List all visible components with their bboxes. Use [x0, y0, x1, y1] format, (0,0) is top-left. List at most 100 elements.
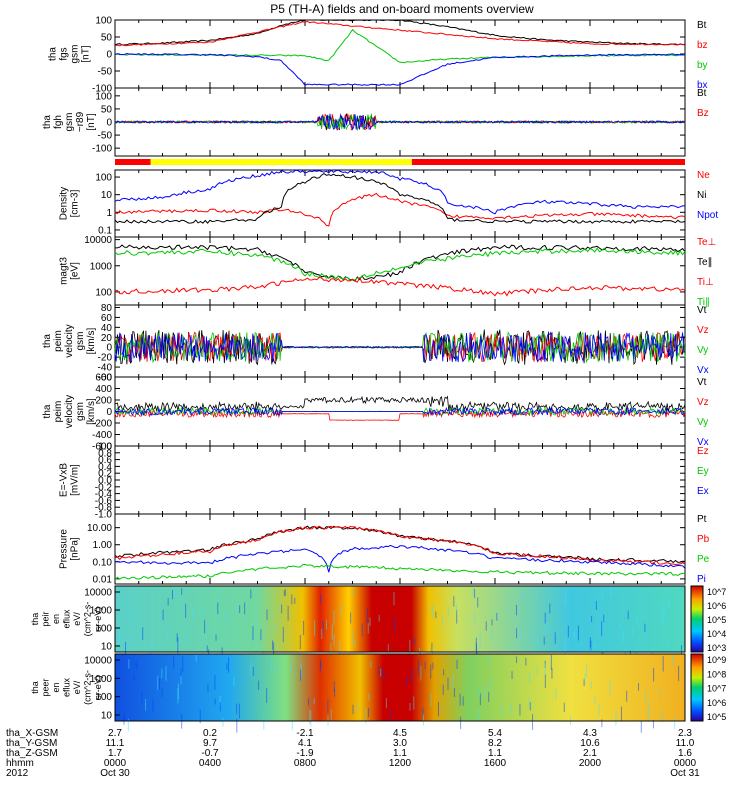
y-tick-label: 0.4 [98, 462, 112, 473]
mode-bar-segment-0 [115, 159, 151, 165]
y-tick-label: 1.00 [93, 540, 113, 551]
legend-vt: Vt [697, 305, 707, 316]
y-axis-label: [km/s] [86, 398, 97, 425]
mode-bar [115, 159, 685, 165]
y-tick-label: -0.6 [95, 496, 113, 507]
legend-pi: Pi [697, 574, 706, 585]
y-tick-label: 600 [95, 373, 112, 384]
ephem-cell: 11.0 [676, 738, 695, 749]
y-axis-label: [nT] [86, 113, 97, 130]
spectrogram-frame-ion [114, 585, 686, 653]
y-axis-label: [km/s] [86, 327, 97, 354]
y-axis-label: fgh [53, 115, 64, 129]
spectrogram-ion: 10000 1000 100 10 tha peir en eflux eV/(cm^2-s-s… [30, 585, 726, 666]
y-tick-label: 0.6 [98, 455, 112, 466]
y-axis-label: gsm [75, 332, 86, 351]
chart-title: P5 (TH-A) fields and on-board moments ov… [270, 2, 534, 16]
ephem-cell: 3.0 [393, 738, 407, 749]
y-axis-label: magt3 [59, 257, 70, 285]
legend-te⊥: Te⊥ [697, 237, 716, 248]
y-tick-label: -40 [98, 363, 113, 374]
spectrogram-y-label: peer [41, 678, 51, 696]
series-velE-2 [114, 331, 686, 364]
legend-ti⊥: Ti⊥ [697, 277, 714, 288]
y-tick-label: 200 [95, 396, 112, 407]
ephem-row-label: tha_Y-GSM [6, 738, 57, 749]
series-pressure-pt [114, 525, 686, 564]
spectrogram-y-label: en [51, 614, 61, 624]
ephem-cell: -1.9 [296, 748, 314, 759]
ephem-cell: 8.2 [488, 738, 502, 749]
legend-ex: Ex [697, 486, 709, 497]
y-axis-label: peim [53, 330, 64, 352]
y-axis-label: E=-VxB [59, 463, 70, 498]
mode-bar-segment-1 [150, 159, 412, 165]
spectrogram-y-label: sr-eV) [93, 607, 103, 632]
y-tick-label: -60 [98, 373, 113, 384]
series-pressure-pe [114, 563, 686, 581]
series-density-ni [114, 172, 686, 224]
ephem-cell: 0000 [104, 758, 127, 769]
y-tick-label: 60 [101, 313, 113, 324]
colorbar-elec [690, 653, 704, 722]
spectrogram-image-ion [115, 586, 685, 652]
ephem-row-label: 2012 [6, 768, 29, 779]
legend-ne: Ne [697, 170, 710, 181]
y-axis-label: tha [42, 115, 53, 129]
y-tick-label: 0.10 [93, 557, 113, 568]
y-tick-label: 0.2 [98, 469, 112, 480]
y-tick-label: 10.00 [87, 523, 112, 534]
y-axis-label: tha [42, 334, 53, 348]
y-tick-label: -400 [92, 430, 112, 441]
y-tick-label: 10 [101, 642, 113, 653]
spectrogram-y-label: eflux [62, 677, 72, 697]
y-axis-label: [nPa] [70, 537, 81, 561]
legend-pb: Pb [697, 534, 710, 545]
y-tick-label: -0.2 [95, 482, 113, 493]
ephem-row-label: tha_X-GSM [6, 728, 58, 739]
y-tick-label: 400 [95, 384, 112, 395]
spectrogram-y-label: en [51, 682, 61, 692]
colorbar-label: 10^7 [707, 587, 726, 597]
series-temp-te∥ [115, 244, 686, 282]
spectrogram-y-label: tha [30, 681, 40, 694]
y-axis-label: [nT] [81, 45, 92, 62]
y-tick-label: -0.8 [95, 503, 113, 514]
ephem-cell: 0.2 [203, 728, 217, 739]
y-axis-label: tha [42, 404, 53, 418]
ephem-cell: Oct 30 [100, 768, 130, 779]
series-fgs-bz [114, 20, 686, 47]
y-tick-label: 0.0 [98, 476, 112, 487]
y-tick-label: 1000 [90, 261, 113, 272]
y-tick-label: 10 [101, 190, 113, 201]
y-tick-label: 0 [106, 50, 112, 61]
y-axis-label: velocity [64, 395, 75, 428]
panel-efield: 1.00.80.60.40.20.0-0.2-0.4-0.6-0.8-1.0 E=… [59, 442, 709, 521]
legend-vz: Vz [697, 397, 709, 408]
y-tick-label: 100 [95, 91, 112, 102]
ephem-cell: 1.1 [488, 748, 502, 759]
series-velE-3 [114, 331, 686, 363]
y-tick-label: 40 [101, 323, 113, 334]
y-tick-label: 50 [101, 104, 113, 115]
panel-fgh: 100 50 0 -50 -100 tha fgh gsm ~r89 [nT] Bt Bz [42, 87, 709, 157]
colorbar-label: 10^3 [707, 643, 726, 653]
legend-bt: Bt [697, 20, 707, 31]
y-tick-label: -200 [92, 419, 112, 430]
series-density-ne [114, 192, 686, 227]
y-axis-label: tha [48, 47, 59, 61]
y-tick-label: 10000 [84, 235, 112, 246]
colorbar-label: 10^4 [707, 629, 726, 639]
y-tick-label: -1.0 [95, 510, 113, 521]
y-tick-label: 100 [95, 173, 112, 184]
legend-pt: Pt [697, 514, 707, 525]
legend-bx: bx [697, 80, 708, 91]
y-tick-label: 100 [95, 287, 112, 298]
ephem-cell: -0.7 [201, 748, 219, 759]
y-tick-label: 100 [95, 692, 112, 703]
legend-bz: Bz [697, 108, 709, 119]
y-tick-label: -50 [98, 67, 113, 78]
y-tick-label: 10 [101, 711, 113, 722]
